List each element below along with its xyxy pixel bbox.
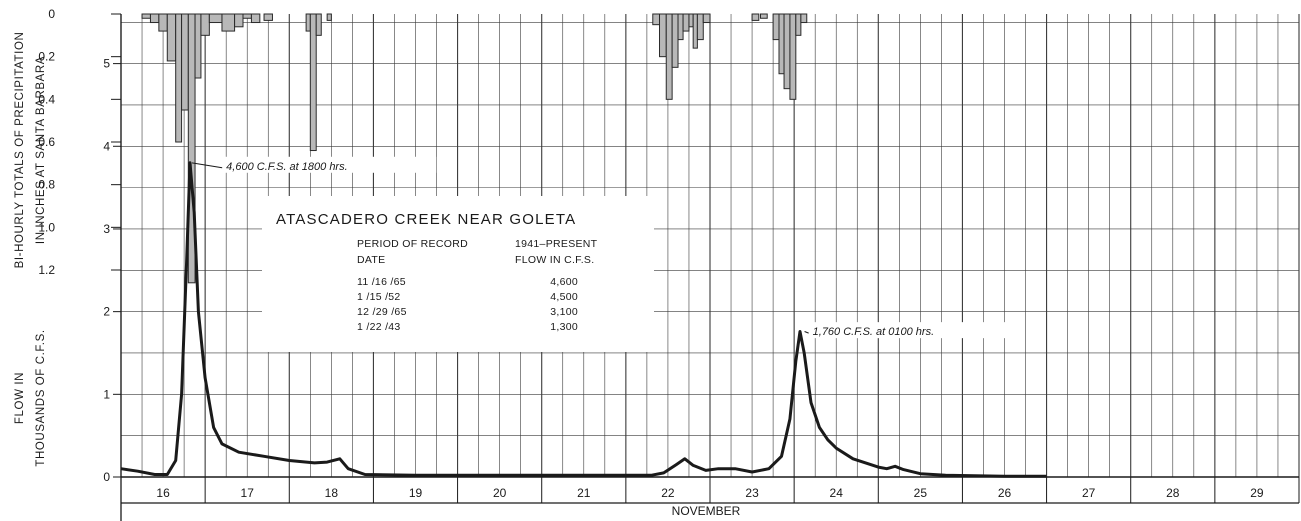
day-label: 16 [156, 486, 170, 500]
inset-row-date: 1 /22 /43 [357, 321, 401, 333]
precip-tick-label: 0.2 [38, 50, 55, 64]
precip-bar [158, 13, 168, 32]
day-label: 26 [998, 486, 1012, 500]
precip-bar [250, 13, 261, 24]
precip-bar [671, 13, 679, 68]
inset-title: ATASCADERO CREEK NEAR GOLETA [276, 211, 576, 228]
flow-tick-label: 2 [103, 305, 110, 319]
precip-bar [141, 13, 151, 19]
inset-box: ATASCADERO CREEK NEAR GOLETA PERIOD OF R… [262, 196, 654, 352]
precip-bar [208, 13, 223, 24]
annotation-bg [810, 322, 1023, 339]
inset-row-flow: 1,300 [550, 321, 578, 333]
inset-col-flow: FLOW IN C.F.S. [515, 254, 594, 266]
precip-bar [783, 13, 791, 90]
hydrograph-series [120, 161, 1047, 478]
flow-tick-label: 0 [103, 470, 110, 484]
precipitation-bars [141, 13, 808, 284]
precip-bar [652, 13, 661, 26]
precip-tick-label: 0 [48, 7, 55, 21]
precip-bar [677, 13, 684, 41]
inset-period-value: 1941–PRESENT [515, 238, 598, 250]
inset-col-date: DATE [357, 254, 385, 266]
flow-tick-label: 5 [103, 57, 110, 71]
precip-bar [659, 13, 667, 58]
precip-bar [242, 13, 252, 19]
precip-bar [789, 13, 797, 100]
annotation-bg [224, 156, 437, 173]
hydrograph-line [120, 161, 1047, 478]
day-label: 27 [1082, 486, 1096, 500]
precip-tick-label: 1.0 [38, 220, 55, 234]
precip-bar [696, 13, 704, 41]
day-label: 28 [1166, 486, 1180, 500]
precip-bar [702, 13, 711, 24]
precip-axis-title-line: IN INCHES AT SANTA BARBARA [35, 56, 47, 244]
inset-row-date: 11 /16 /65 [357, 276, 406, 288]
precip-tick-label: 0.4 [38, 92, 55, 106]
annotation-leader [804, 331, 809, 334]
precip-tick-label: 1.2 [38, 263, 55, 277]
inset-row-flow: 3,100 [550, 306, 578, 318]
flow-axis-title-line: FLOW IN [14, 372, 26, 424]
precip-bar [175, 13, 183, 143]
precip-tick-label: 0.8 [38, 178, 55, 192]
day-label: 18 [325, 486, 339, 500]
precip-tick-label: 0.6 [38, 135, 55, 149]
day-label: 17 [241, 486, 255, 500]
inset-row-date: 12 /29 /65 [357, 306, 407, 318]
day-label: 25 [914, 486, 928, 500]
precip-bar [200, 13, 210, 36]
inset-period-label: PERIOD OF RECORD [357, 238, 468, 250]
precip-bar [795, 13, 802, 36]
inset-row-date: 1 /15 /52 [357, 291, 401, 303]
day-label: 22 [661, 486, 675, 500]
precip-bar [665, 13, 673, 100]
precip-bar [800, 13, 808, 24]
precip-axis-title: BI-HOURLY TOTALS OF PRECIPITATION IN INC… [14, 32, 47, 269]
precip-bar [187, 13, 196, 284]
annotation-label: 1,760 C.F.S. at 0100 hrs. [813, 326, 934, 338]
precip-bar [692, 13, 698, 49]
precip-bar [759, 13, 768, 19]
day-label: 29 [1250, 486, 1264, 500]
precip-bar [166, 13, 177, 62]
x-axis-title: NOVEMBER [672, 504, 741, 518]
flow-tick-label: 1 [103, 387, 110, 401]
flow-tick-label: 3 [103, 222, 110, 236]
precip-bar [326, 13, 332, 21]
precip-bar [221, 13, 236, 32]
precip-bar [263, 13, 273, 21]
precip-bar [778, 13, 785, 75]
day-label: 21 [577, 486, 591, 500]
precip-bar [149, 13, 160, 24]
precip-bar [751, 13, 760, 21]
precip-bar [194, 13, 202, 79]
precip-bar [315, 13, 322, 36]
day-label: 24 [830, 486, 844, 500]
annotation-label: 4,600 C.F.S. at 1800 hrs. [226, 161, 347, 173]
precip-bar [305, 13, 311, 32]
day-label: 23 [745, 486, 759, 500]
day-label: 19 [409, 486, 423, 500]
flow-axis-title: FLOW IN THOUSANDS OF C.F.S. [14, 329, 47, 466]
inset-row-flow: 4,500 [550, 291, 578, 303]
precip-bar [309, 13, 317, 152]
flow-tick-label: 4 [103, 139, 110, 153]
precip-bar [682, 13, 690, 32]
annotations: 4,600 C.F.S. at 1800 hrs. 1,760 C.F.S. at… [191, 156, 1023, 339]
flow-axis-title-line: THOUSANDS OF C.F.S. [35, 329, 47, 466]
precip-bar [772, 13, 780, 41]
inset-row-flow: 4,600 [550, 276, 578, 288]
annotation-leader [191, 162, 223, 169]
precip-bar [234, 13, 244, 28]
precip-bar [181, 13, 189, 111]
day-label: 20 [493, 486, 507, 500]
precip-bar [688, 13, 694, 28]
precip-axis-title-line: BI-HOURLY TOTALS OF PRECIPITATION [14, 32, 26, 269]
